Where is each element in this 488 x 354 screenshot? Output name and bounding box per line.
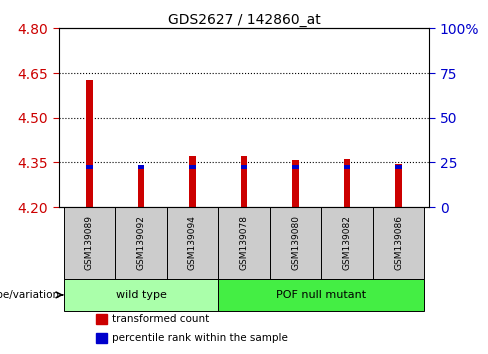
- Title: GDS2627 / 142860_at: GDS2627 / 142860_at: [167, 13, 321, 27]
- Bar: [344, 159, 350, 207]
- Text: percentile rank within the sample: percentile rank within the sample: [112, 333, 288, 343]
- Text: GSM139086: GSM139086: [394, 215, 403, 270]
- Bar: [138, 165, 144, 169]
- Bar: [86, 165, 93, 169]
- Bar: [64, 279, 218, 311]
- Text: wild type: wild type: [116, 290, 166, 300]
- Bar: [395, 165, 402, 169]
- Text: POF null mutant: POF null mutant: [276, 290, 366, 300]
- Bar: [189, 165, 196, 169]
- Bar: [292, 165, 299, 169]
- Bar: [344, 165, 350, 169]
- Text: GSM139078: GSM139078: [240, 215, 248, 270]
- Bar: [218, 279, 424, 311]
- Bar: [115, 207, 167, 279]
- Text: GSM139080: GSM139080: [291, 215, 300, 270]
- Text: GSM139092: GSM139092: [137, 216, 145, 270]
- Bar: [241, 165, 247, 169]
- Bar: [138, 167, 144, 207]
- Bar: [86, 80, 93, 207]
- Text: transformed count: transformed count: [112, 314, 209, 324]
- Bar: [292, 160, 299, 207]
- Bar: [373, 207, 424, 279]
- Bar: [241, 156, 247, 207]
- Text: GSM139082: GSM139082: [343, 216, 351, 270]
- Bar: [64, 207, 115, 279]
- Bar: [96, 333, 107, 343]
- Bar: [395, 164, 402, 207]
- Bar: [189, 156, 196, 207]
- Bar: [270, 207, 321, 279]
- Text: GSM139089: GSM139089: [85, 215, 94, 270]
- Text: GSM139094: GSM139094: [188, 216, 197, 270]
- Bar: [321, 207, 373, 279]
- Bar: [167, 207, 218, 279]
- Bar: [218, 207, 270, 279]
- Text: genotype/variation: genotype/variation: [0, 290, 60, 300]
- Bar: [96, 314, 107, 324]
